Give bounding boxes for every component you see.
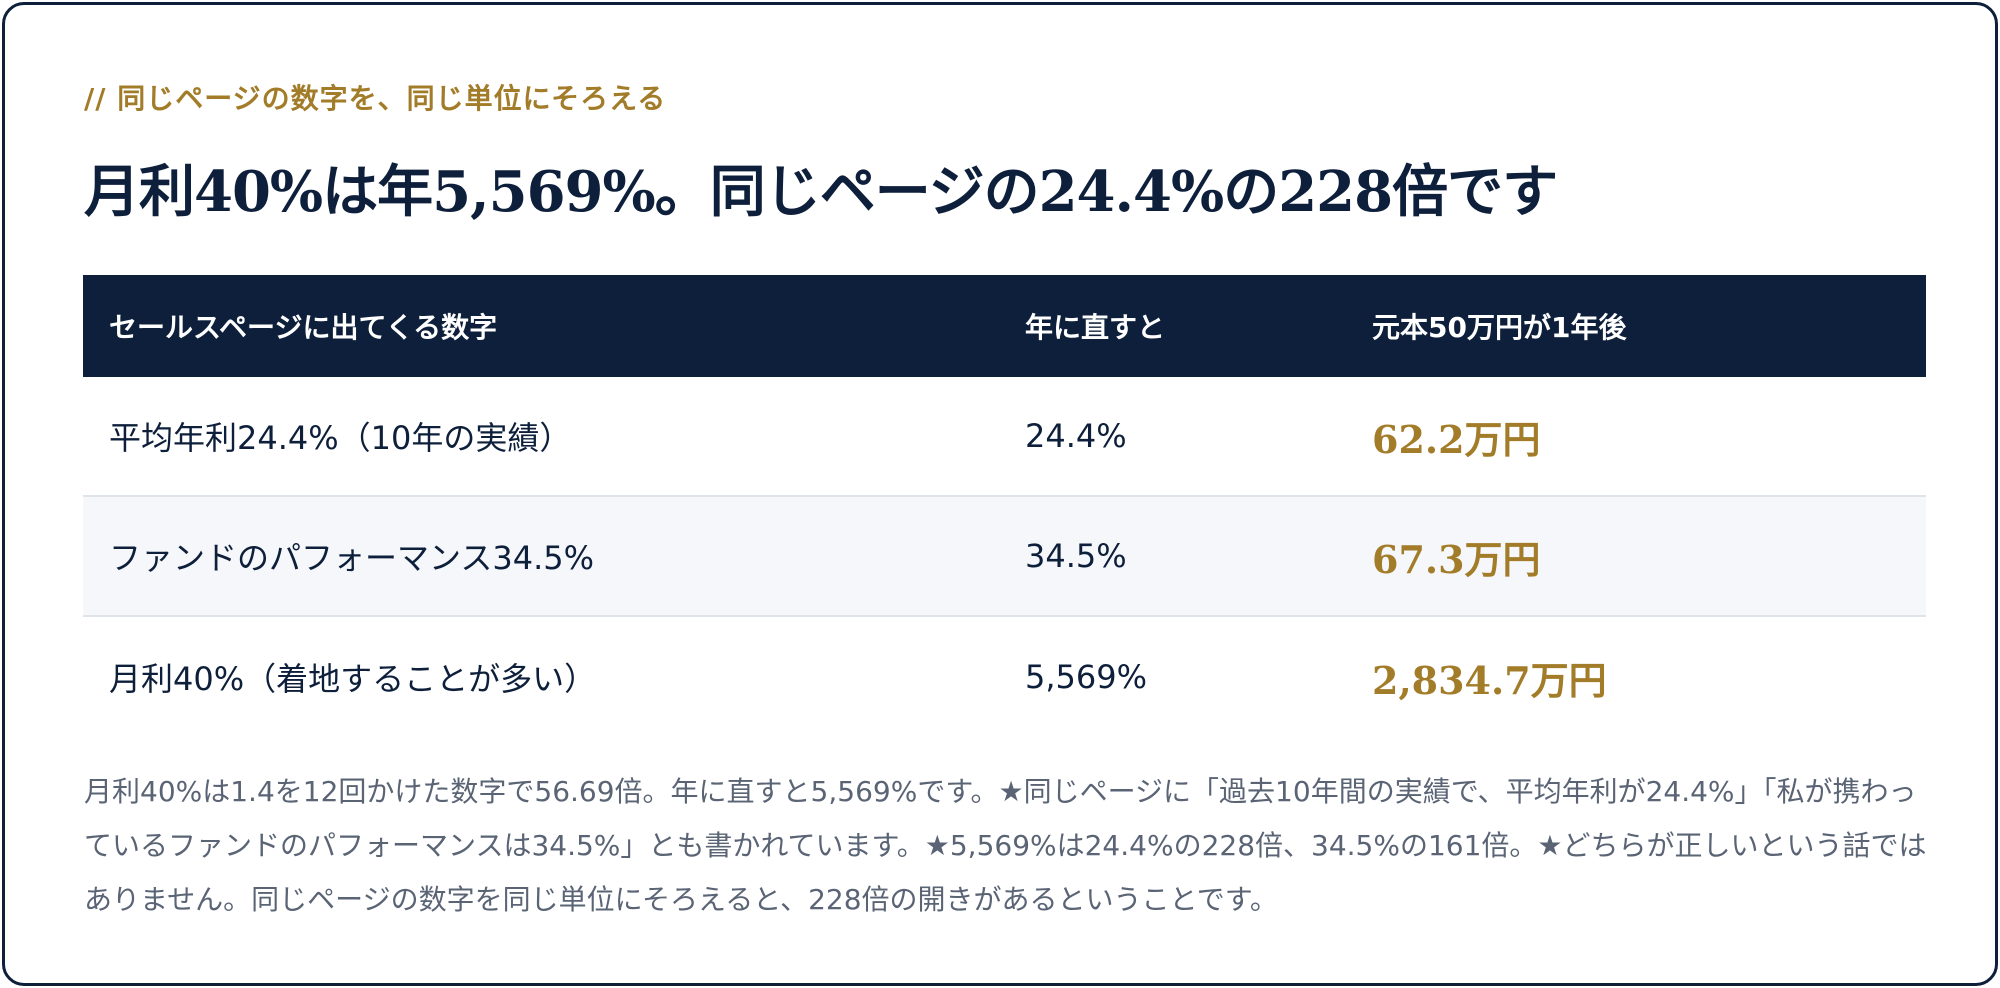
header-after-one-year: 元本50万円が1年後 xyxy=(1372,311,1627,344)
table-header: セールスページに出てくる数字 年に直すと 元本50万円が1年後 xyxy=(83,275,1926,377)
cell-annual: 34.5% xyxy=(1025,537,1127,575)
table-row: ファンドのパフォーマンス34.5% 34.5% 67.3万円 xyxy=(83,497,1926,617)
header-figure: セールスページに出てくる数字 xyxy=(109,311,498,344)
table-row: 月利40%（着地することが多い） 5,569% 2,834.7万円 xyxy=(83,617,1926,737)
eyebrow-label: // 同じページの数字を、同じ単位にそろえる xyxy=(84,82,667,115)
comparison-table: セールスページに出てくる数字 年に直すと 元本50万円が1年後 平均年利24.4… xyxy=(83,275,1926,737)
cell-amount: 2,834.7万円 xyxy=(1372,657,1607,703)
cell-annual: 24.4% xyxy=(1025,417,1127,455)
cell-figure: 月利40%（着地することが多い） xyxy=(109,660,597,698)
cell-amount: 62.2万円 xyxy=(1372,416,1541,462)
cell-figure: ファンドのパフォーマンス34.5% xyxy=(109,539,595,577)
cell-annual: 5,569% xyxy=(1025,658,1148,696)
header-annual: 年に直すと xyxy=(1025,311,1166,344)
cell-figure: 平均年利24.4%（10年の実績） xyxy=(109,419,572,457)
cell-amount: 67.3万円 xyxy=(1372,536,1541,582)
explanation-note: 月利40%は1.4を12回かけた数字で56.69倍。年に直すと5,569%です。… xyxy=(84,775,1927,916)
page-title: 月利40%は年5,569%。同じページの24.4%の228倍です xyxy=(84,159,1558,225)
table-row: 平均年利24.4%（10年の実績） 24.4% 62.2万円 xyxy=(83,377,1926,497)
